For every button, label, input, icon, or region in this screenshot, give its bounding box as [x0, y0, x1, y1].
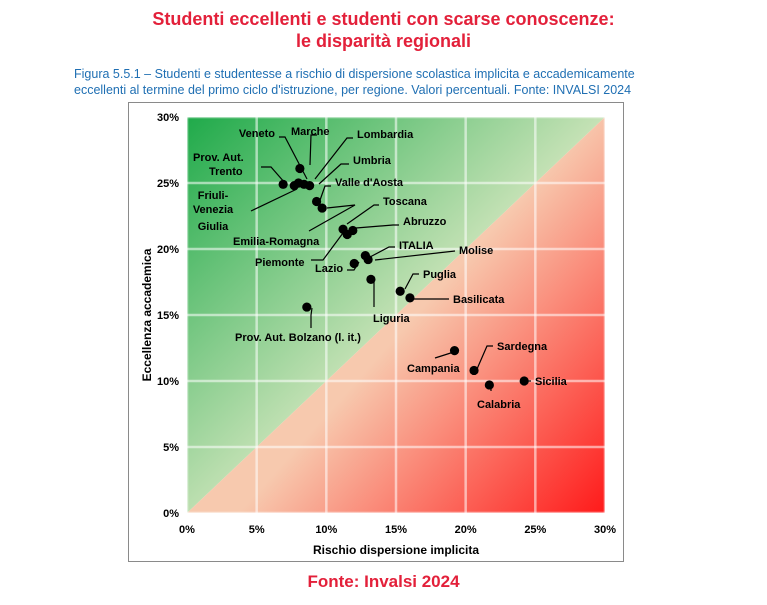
leader-line: [309, 134, 317, 166]
x-tick-label: 25%: [524, 524, 546, 536]
point-label: Puglia: [423, 269, 457, 281]
data-points: [278, 163, 529, 390]
x-tick-label: 0%: [179, 524, 195, 536]
point-label-line: Friuli-: [198, 190, 229, 202]
leader-line: [404, 273, 419, 290]
point-label: Umbria: [353, 155, 392, 167]
x-tick-label: 30%: [594, 524, 616, 536]
leader-line: [308, 204, 356, 232]
point-label: Abruzzo: [403, 216, 447, 228]
data-point: [278, 179, 288, 189]
data-point: [302, 302, 312, 312]
point-label: Lombardia: [357, 129, 414, 141]
scatter-chart: 0% 5% 10% 15% 20% 25% 30% 0% 5% 10% 15% 20% 25% 30% V…: [140, 112, 616, 557]
leader-line: [314, 137, 353, 180]
data-point: [363, 254, 373, 265]
point-label: Piemonte: [255, 257, 305, 269]
leader-line: [310, 307, 313, 328]
data-point: [311, 196, 322, 207]
point-label: Toscana: [383, 196, 428, 208]
data-point: [519, 376, 529, 386]
gridlines: [185, 115, 607, 515]
data-point: [305, 181, 315, 191]
figure-caption-line-1: Figura 5.5.1 – Studenti e studentesse a …: [74, 67, 635, 81]
point-label-line: Prov. Aut.: [193, 152, 244, 164]
x-tick-label: 15%: [385, 524, 407, 536]
point-label: Veneto: [239, 128, 275, 140]
data-point: [317, 203, 327, 213]
y-tick-label: 10%: [157, 376, 179, 388]
leader-line: [318, 163, 349, 185]
point-label: Emilia-Romagna: [233, 236, 320, 248]
point-label: ITALIA: [399, 240, 434, 252]
point-label: Prov. Aut. Bolzano (l. it.): [235, 332, 361, 344]
point-label: Valle d'Aosta: [335, 177, 404, 189]
data-point: [484, 380, 494, 390]
y-tick-label: 5%: [163, 442, 179, 454]
x-tick-label: 5%: [249, 524, 265, 536]
y-axis-label: Eccellenza accademica: [140, 248, 154, 381]
x-axis-label: Rischio dispersione implicita: [313, 543, 479, 557]
point-label: Marche: [291, 126, 330, 138]
leader-line: [374, 250, 456, 261]
point-label: Basilicata: [453, 294, 505, 306]
leader-line: [346, 204, 379, 225]
leader-line: [318, 185, 331, 204]
axis-ticks: 0% 5% 10% 15% 20% 25% 30% 0% 5% 10% 15% 20% 25% 30%: [157, 112, 616, 536]
x-tick-label: 10%: [315, 524, 337, 536]
point-label-line: Trento: [209, 166, 243, 178]
data-point: [349, 258, 359, 269]
y-tick-label: 20%: [157, 244, 179, 256]
chart-title-line-2: le disparità regionali: [295, 31, 472, 51]
y-tick-label: 30%: [157, 112, 179, 124]
data-point: [469, 365, 479, 376]
chart-frame: 0% 5% 10% 15% 20% 25% 30% 0% 5% 10% 15% 20% 25% 30% V…: [128, 102, 624, 562]
data-point: [293, 178, 304, 188]
y-tick-label: 0%: [163, 508, 179, 520]
leader-line: [311, 232, 344, 261]
data-point: [449, 346, 460, 356]
leader-line: [369, 246, 395, 258]
point-label: Prov. Aut. Trento: [193, 152, 244, 178]
chart-title-line-1: Studenti eccellenti e studenti con scars…: [152, 9, 615, 29]
point-label-line: Giulia: [198, 221, 229, 233]
point-label: Campania: [407, 363, 460, 375]
point-label-line: Venezia: [193, 204, 234, 216]
data-point: [405, 293, 415, 303]
point-label: Friuli- Venezia Giulia: [193, 190, 234, 233]
point-label: Sardegna: [497, 341, 548, 353]
point-labels: Veneto Marche Lombardia Prov. Aut. Trento Umb…: [193, 126, 568, 411]
point-label: Molise: [459, 245, 493, 257]
source-note: Fonte: Invalsi 2024: [307, 572, 460, 591]
data-point: [342, 229, 352, 240]
data-point: [366, 274, 376, 284]
leader-line: [476, 345, 493, 370]
point-label: Sicilia: [535, 376, 568, 388]
x-tick-label: 20%: [455, 524, 477, 536]
point-label: Liguria: [373, 313, 411, 325]
y-tick-label: 15%: [157, 310, 179, 322]
point-label: Calabria: [477, 399, 521, 411]
leader-line: [250, 188, 298, 212]
point-label: Lazio: [315, 263, 343, 275]
leader-line: [261, 166, 286, 184]
data-point: [395, 286, 405, 296]
figure-caption-line-2: eccellenti al termine del primo ciclo d'…: [74, 83, 632, 97]
leader-line: [355, 224, 399, 229]
y-tick-label: 25%: [157, 178, 179, 190]
data-point: [295, 163, 305, 174]
